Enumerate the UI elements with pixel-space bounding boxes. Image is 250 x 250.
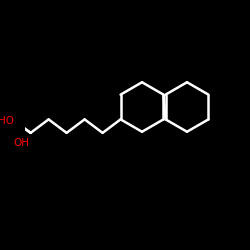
Text: HO: HO [0, 116, 14, 126]
Text: OH: OH [14, 138, 30, 148]
